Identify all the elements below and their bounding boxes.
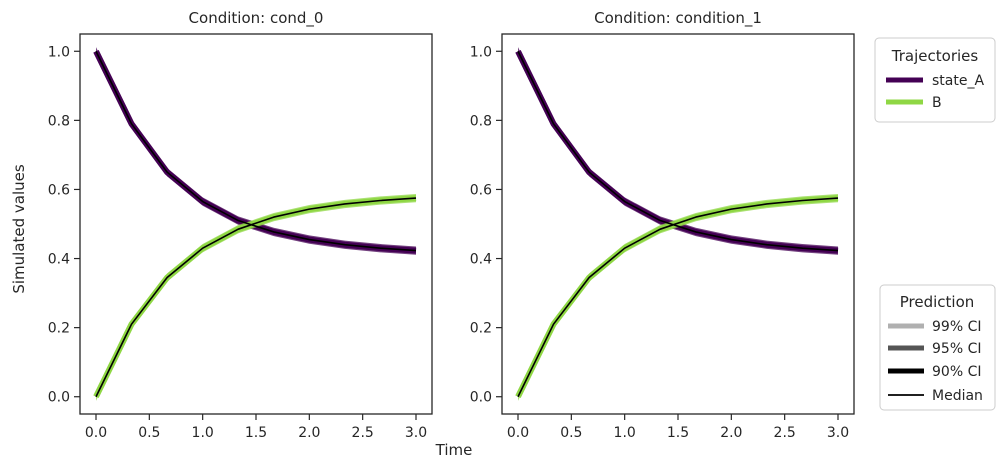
y-tick-label: 0.6 xyxy=(48,182,70,198)
panel-0: Condition: cond_0 0.0 0.5 1.0 1.5 2.0 2.5 3.0 0.… xyxy=(48,9,433,441)
x-tick-label: 1.0 xyxy=(192,425,214,441)
y-axis-label: Simulated values xyxy=(10,164,28,294)
x-tick-label: 2.0 xyxy=(298,425,320,441)
x-tick-label: 0.5 xyxy=(138,425,160,441)
y-tick-label: 0.0 xyxy=(470,390,492,406)
y-tick-label: 0.2 xyxy=(48,321,70,337)
y-tick-label: 0.8 xyxy=(48,113,70,129)
x-tick-label: 2.0 xyxy=(720,425,742,441)
y-tick-label: 0.6 xyxy=(470,182,492,198)
median-line-b xyxy=(95,197,417,398)
panels: Condition: cond_0 0.0 0.5 1.0 1.5 2.0 2.5 3.0 0.… xyxy=(48,9,855,441)
y-tick-label: 0.8 xyxy=(470,113,492,129)
y-tick-label: 1.0 xyxy=(48,44,70,60)
legend-label-95ci: 95% CI xyxy=(932,341,981,357)
x-tick-label: 2.5 xyxy=(352,425,374,441)
legend-prediction-frame xyxy=(879,284,996,411)
x-tick-label: 1.5 xyxy=(245,425,267,441)
y-tick-label: 0.4 xyxy=(48,252,70,268)
x-tick-label: 2.5 xyxy=(774,425,796,441)
legend-label-b: B xyxy=(932,95,942,111)
x-tick-label: 0.0 xyxy=(85,425,107,441)
legend-label-90ci: 90% CI xyxy=(932,364,981,380)
y-tick-label: 0.2 xyxy=(470,321,492,337)
legend-prediction: Prediction 99% CI 95% CI 90% CI Median xyxy=(879,284,996,411)
y-tick-label: 0.4 xyxy=(470,252,492,268)
x-tick-label: 3.0 xyxy=(827,425,849,441)
x-tick-label: 1.0 xyxy=(614,425,636,441)
legend-trajectories-title: Trajectories xyxy=(891,47,979,65)
x-axis-label: Time xyxy=(435,441,473,459)
x-tick-label: 1.5 xyxy=(667,425,689,441)
axes-frame xyxy=(501,33,855,415)
median-line-b xyxy=(517,197,839,398)
x-tick-label: 3.0 xyxy=(405,425,427,441)
y-tick-label: 0.0 xyxy=(48,390,70,406)
axes-frame xyxy=(79,33,433,415)
x-tick-label: 0.0 xyxy=(507,425,529,441)
legend-label-99ci: 99% CI xyxy=(932,319,981,335)
panel-1: Condition: condition_1 0.0 0.5 1.0 1.5 2.0 2.5… xyxy=(470,9,855,441)
median-line-state-a xyxy=(517,50,839,252)
panel-title: Condition: condition_1 xyxy=(594,9,762,28)
median-line-state-a xyxy=(95,50,417,252)
legend-label-state-a: state_A xyxy=(932,73,984,89)
legend-trajectories: Trajectories state_A B xyxy=(874,37,996,123)
legend-prediction-title: Prediction xyxy=(900,293,975,311)
legend-label-median: Median xyxy=(932,388,983,404)
x-tick-label: 0.5 xyxy=(560,425,582,441)
y-tick-label: 1.0 xyxy=(470,44,492,60)
panel-title: Condition: cond_0 xyxy=(189,9,324,28)
